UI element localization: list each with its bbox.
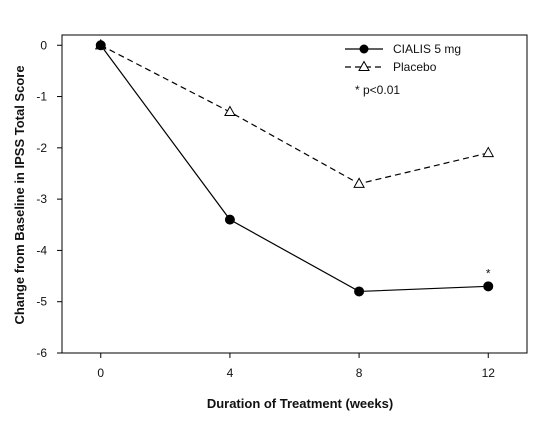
x-axis-title: Duration of Treatment (weeks) <box>207 396 393 411</box>
data-point-cialis-5-mg <box>483 281 494 292</box>
y-tick-label: 0 <box>40 38 47 52</box>
y-axis-ticks: 0 -1 -2 -3 -4 -5 -6 <box>36 38 62 360</box>
legend-note: * p<0.01 <box>355 83 400 97</box>
data-point-cialis-5-mg <box>224 214 235 225</box>
x-tick-label: 4 <box>227 366 234 380</box>
y-tick-label: -2 <box>36 141 47 155</box>
plot-border <box>61 34 528 354</box>
data-point-cialis-5-mg <box>95 40 106 51</box>
annotation-layer: * <box>486 266 491 280</box>
legend-label-cialis-5-mg: CIALIS 5 mg <box>393 42 461 56</box>
y-tick-label: -1 <box>36 90 47 104</box>
x-axis-ticks: 0 4 8 12 <box>97 353 495 380</box>
y-axis-title: Change from Baseline in IPSS Total Score <box>12 65 27 324</box>
data-point-placebo <box>482 146 495 158</box>
y-tick-label: -6 <box>36 346 47 360</box>
data-point-cialis-5-mg <box>354 286 365 297</box>
data-point-placebo <box>224 105 236 117</box>
legend-marker-placebo <box>358 60 370 71</box>
series-line-cialis-5-mg <box>100 44 489 293</box>
legend: CIALIS 5 mg Placebo * p<0.01 <box>345 42 461 97</box>
x-tick-label: 8 <box>356 366 363 380</box>
data-point-placebo <box>353 177 365 188</box>
x-tick-label: 0 <box>97 366 104 380</box>
legend-marker-cialis-5-mg <box>359 44 369 54</box>
series-layer <box>94 38 495 297</box>
y-tick-label: -4 <box>36 243 47 257</box>
y-tick-label: -3 <box>36 192 47 206</box>
series-line-placebo <box>100 44 489 185</box>
plot-frame <box>61 34 528 354</box>
y-tick-label: -5 <box>36 295 47 309</box>
x-tick-label: 12 <box>482 366 496 380</box>
significance-asterisk: * <box>486 266 491 280</box>
legend-label-placebo: Placebo <box>393 60 437 74</box>
